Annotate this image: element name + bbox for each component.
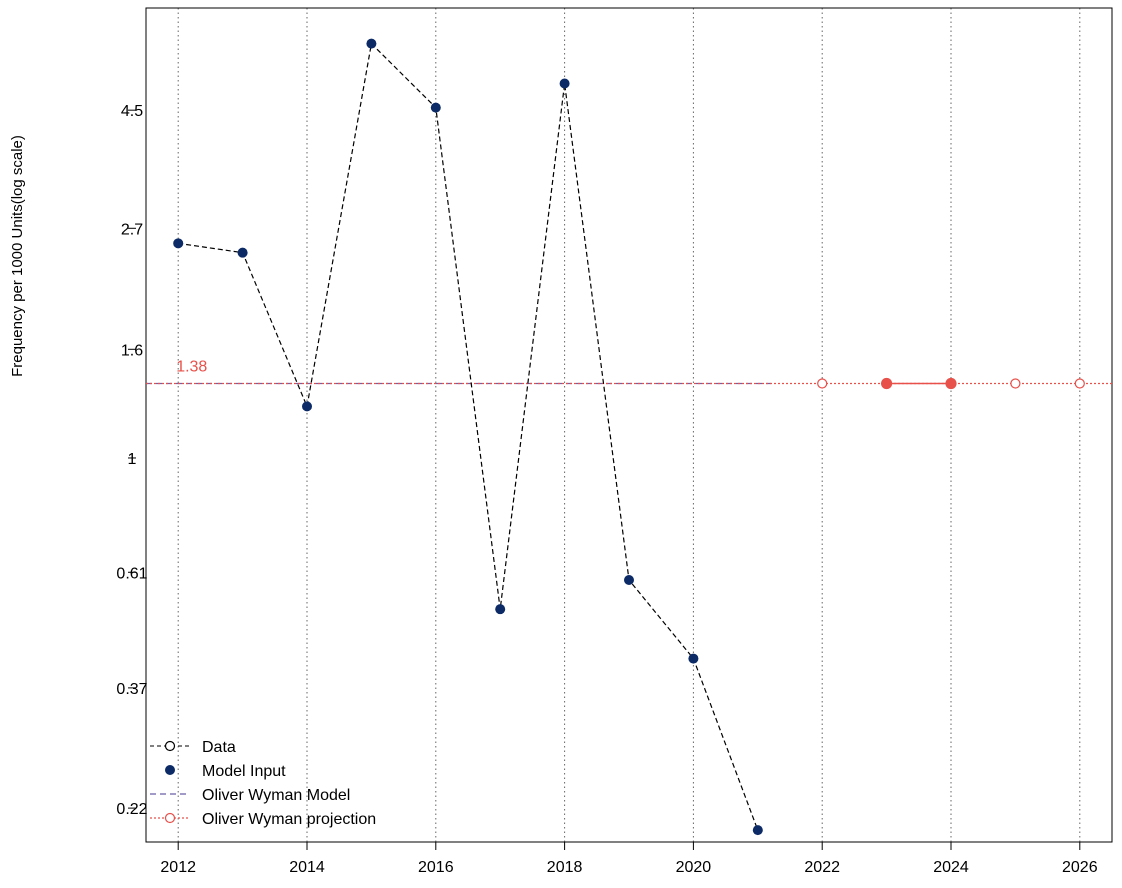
y-tick-label-4.5: 4.5: [121, 103, 143, 120]
model-input-point-2019: [624, 574, 634, 585]
x-tick-label-2012: 2012: [160, 859, 196, 876]
x-tick-label-2018: 2018: [547, 859, 583, 876]
plot-frame: [145, 7, 1113, 843]
annotation-0: 1.38: [176, 358, 207, 375]
model-input-point-2016: [430, 102, 441, 113]
y-tick-label-2.7: 2.7: [121, 221, 143, 238]
y-tick-label-1: 1: [128, 451, 137, 468]
x-tick-label-2014: 2014: [289, 859, 325, 876]
projection-point-2024: [945, 377, 957, 390]
y-tick-label-0.22: 0.22: [116, 801, 147, 818]
legend-data-label: Data: [202, 739, 236, 756]
legend-model-input-marker: [165, 765, 175, 775]
legend-model-input-label: Model Input: [202, 763, 286, 780]
x-tick-label-2020: 2020: [676, 859, 712, 876]
legend-projection-label: Oliver Wyman projection: [202, 811, 376, 828]
legend-data-marker: [164, 740, 176, 752]
model-input-point-2018: [559, 78, 570, 89]
x-tick-label-2016: 2016: [418, 859, 454, 876]
model-input-point-2021: [752, 825, 763, 836]
grid-lines: [177, 8, 1081, 842]
y-tick-label-0.61: 0.61: [116, 565, 147, 582]
x-tick-label-2022: 2022: [804, 859, 840, 876]
series-layer: [146, 38, 1112, 836]
projection-point-2022: [817, 378, 828, 389]
model-input-point-2012: [173, 238, 184, 249]
model-input-point-2014: [302, 401, 312, 412]
legend-projection-marker: [164, 812, 176, 824]
axes: 2012 2014 2016 2018 2020 2022 2024 2026 0.22 0.37…: [116, 7, 1113, 876]
legend: Data Model Input Oliver Wyman Model Oliver …: [150, 739, 376, 828]
model-input-point-2013: [237, 247, 248, 258]
model-input-point-2017: [495, 604, 506, 615]
x-tick-label-2024: 2024: [933, 859, 969, 876]
y-tick-label-0.37: 0.37: [116, 681, 147, 698]
projection-point-2025: [1010, 378, 1021, 389]
y-tick-label-1.6: 1.6: [121, 342, 143, 359]
annotations-layer: 1.38: [176, 358, 207, 375]
model-input-point-2015: [366, 38, 377, 49]
y-axis-label: Frequency per 1000 Units(log scale): [9, 135, 26, 377]
model-input-point-2020: [688, 653, 699, 664]
projection-point-2023: [880, 377, 893, 390]
projection-point-2026: [1074, 378, 1085, 389]
x-tick-label-2026: 2026: [1062, 859, 1098, 876]
data-line: [178, 42, 759, 831]
legend-model-label: Oliver Wyman Model: [202, 787, 350, 804]
